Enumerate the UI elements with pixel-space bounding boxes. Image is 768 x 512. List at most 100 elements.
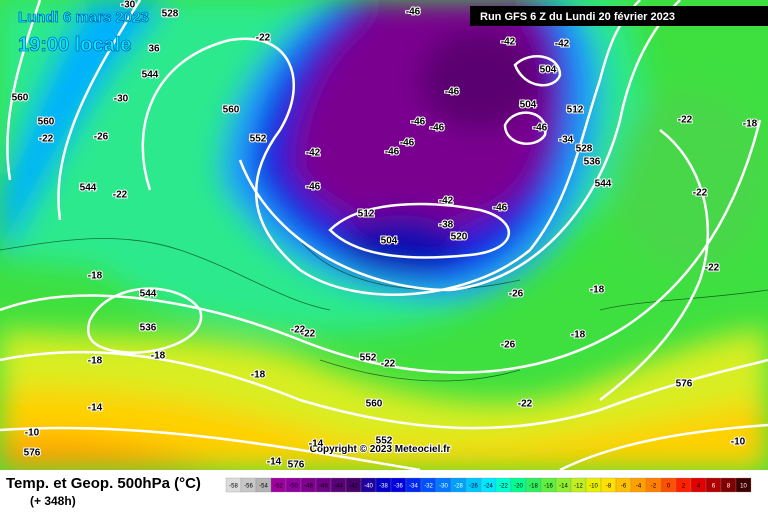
contour-label: 544 [595, 179, 612, 190]
contour-label: -14 [88, 403, 103, 414]
legend-value: -52 [274, 484, 283, 490]
legend-value: -58 [229, 484, 238, 490]
contour-label: -18 [743, 119, 758, 130]
contour-label: 544 [142, 70, 159, 81]
legend-swatch [735, 477, 752, 493]
color-legend: -58 -56 -54 -52 -50 -48 -46 -44 -42 -40 -38 -36 -34-… [225, 477, 752, 493]
contour-label: 552 [376, 436, 393, 447]
contour-label: 560 [366, 399, 383, 410]
contour-label: -46 [430, 123, 445, 134]
legend-value: -8 [606, 484, 612, 490]
contour-label: 504 [540, 65, 557, 76]
contour-label: 552 [250, 134, 267, 145]
legend-value: -20 [514, 484, 523, 490]
contour-label: -10 [731, 437, 746, 448]
contour-label: 520 [451, 232, 468, 243]
legend-value: 4 [697, 484, 701, 490]
legend-value: -4 [636, 484, 642, 490]
contour-label: -46 [406, 7, 421, 18]
legend-value: -24 [484, 484, 493, 490]
legend-value: -2 [651, 484, 657, 490]
contour-label: 536 [140, 323, 157, 334]
contour-label: -46 [306, 182, 321, 193]
contour-label: 576 [676, 379, 693, 390]
contour-label: -46 [400, 138, 415, 149]
contour-label: 504 [520, 100, 537, 111]
contour-label: -46 [385, 147, 400, 158]
contour-label: -46 [533, 123, 548, 134]
run-info: Run GFS 6 Z du Lundi 20 février 2023 [480, 11, 675, 23]
legend-value: -32 [424, 484, 433, 490]
contour-label: -30 [121, 0, 136, 11]
contour-label: -18 [88, 271, 103, 282]
legend-value: -14 [559, 484, 568, 490]
legend-value: 10 [740, 484, 747, 490]
contour-label: 512 [358, 209, 375, 220]
legend-value: -38 [379, 484, 388, 490]
contour-label: 576 [288, 460, 305, 471]
contour-label: -14 [267, 457, 282, 468]
contour-labels: -46-42 -42504-46504-46512-46-46-46-46-42-… [11, 0, 759, 471]
legend-value: -26 [469, 484, 478, 490]
contour-label: 528 [576, 144, 593, 155]
contour-label: -18 [88, 356, 103, 367]
legend-value: -6 [621, 484, 627, 490]
contour-label: -22 [518, 399, 533, 410]
contour-label: -18 [590, 285, 605, 296]
forecast-hour: (+ 348h) [30, 494, 76, 508]
legend-value: 2 [682, 484, 686, 490]
legend-value: -54 [259, 484, 268, 490]
contour-label: -46 [411, 117, 426, 128]
contour-label: 552 [360, 353, 377, 364]
legend-value: -28 [454, 484, 463, 490]
legend-value: -12 [574, 484, 583, 490]
contour-label: -22 [678, 115, 693, 126]
legend-value: -18 [529, 484, 538, 490]
legend-value: -36 [394, 484, 403, 490]
contour-label: 560 [223, 105, 240, 116]
contour-label: 528 [162, 9, 179, 20]
contour-label: -42 [439, 196, 454, 207]
contour-label: 560 [38, 117, 55, 128]
contour-label: -42 [555, 39, 570, 50]
contour-label: -22 [381, 359, 396, 370]
contour-label: 560 [12, 93, 29, 104]
forecast-date: Lundi 6 mars 2023 [18, 9, 149, 26]
contour-label: 512 [567, 105, 584, 116]
contour-label: -26 [501, 340, 516, 351]
contour-label: -22 [113, 190, 128, 201]
contour-label: 576 [24, 448, 41, 459]
legend-value: -22 [499, 484, 508, 490]
contour-label: -46 [493, 203, 508, 214]
legend-value: 0 [667, 484, 671, 490]
contour-label: -38 [439, 220, 454, 231]
contour-label: -22 [705, 263, 720, 274]
contour-label: -22 [301, 329, 316, 340]
contour-label: -26 [509, 289, 524, 300]
contour-label: -22 [693, 188, 708, 199]
legend-value: -50 [289, 484, 298, 490]
run-banner [470, 6, 768, 26]
legend-value: -10 [589, 484, 598, 490]
contour-label: -22 [291, 325, 306, 336]
legend-value: -16 [544, 484, 553, 490]
contour-label: -42 [501, 37, 516, 48]
contour-label: -46 [445, 87, 460, 98]
legend-value: -30 [439, 484, 448, 490]
contour-label: -22 [39, 134, 54, 145]
contour-label: -14 [309, 439, 324, 450]
legend-value: -42 [349, 484, 358, 490]
legend-value: 8 [727, 484, 731, 490]
contour-label: -10 [25, 428, 40, 439]
contour-label: -18 [151, 351, 166, 362]
map-title: Temp. et Geop. 500hPa (°C) [6, 475, 201, 492]
legend-value: -48 [304, 484, 313, 490]
legend-value: -34 [409, 484, 418, 490]
legend-value: 6 [712, 484, 716, 490]
contour-label: -34 [559, 135, 574, 146]
copyright: Copyright © 2023 Meteociel.fr [310, 444, 451, 455]
contour-label: 544 [80, 183, 97, 194]
contour-label: 504 [381, 236, 398, 247]
contour-label: -26 [94, 132, 109, 143]
